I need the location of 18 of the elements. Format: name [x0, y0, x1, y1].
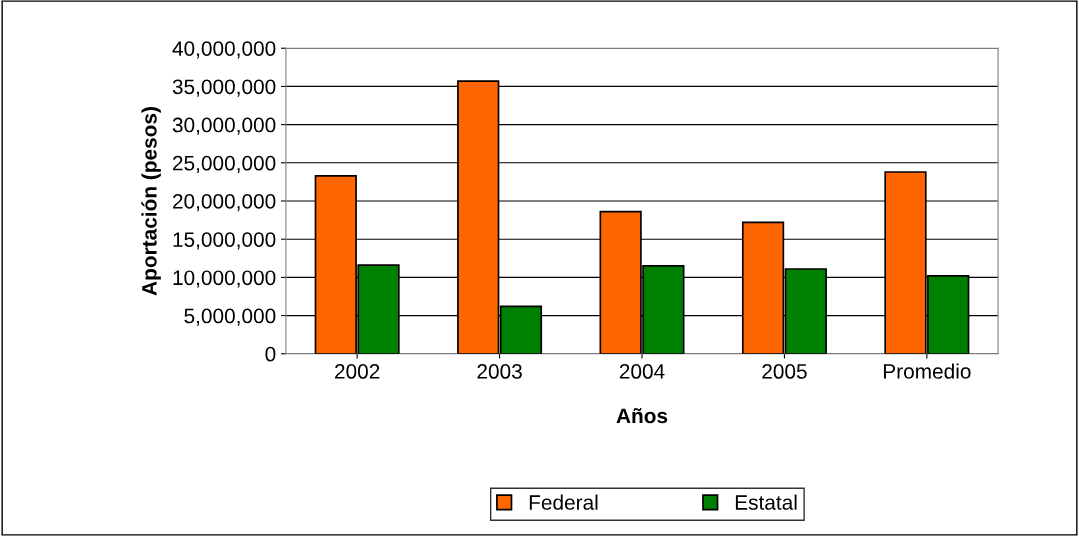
x-tick-label: 2004	[619, 364, 665, 379]
y-tick-label: 10,000,000	[173, 270, 276, 288]
y-tick-label: 15,000,000	[173, 232, 276, 250]
y-axis-title: Aportación (pesos)	[141, 107, 161, 296]
y-tick-label: 20,000,000	[173, 194, 276, 212]
legend-label: Estatal	[735, 494, 797, 510]
x-tick-label: 2005	[762, 364, 807, 379]
y-tick-label: 5,000,000	[184, 308, 276, 326]
y-tick-label: 40,000,000	[172, 41, 276, 59]
y-tick-label: 0	[265, 346, 276, 362]
y-tick-label: 25,000,000	[173, 155, 276, 174]
y-tick-label: 35,000,000	[172, 79, 276, 97]
legend-label: Federal	[529, 494, 598, 510]
x-tick-label: Promedio	[883, 363, 971, 379]
x-axis-title: Años	[616, 407, 668, 424]
x-tick-label: 2003	[477, 364, 522, 379]
x-tick-label: 2002	[335, 364, 380, 379]
y-tick-label: 30,000,000	[172, 117, 276, 135]
